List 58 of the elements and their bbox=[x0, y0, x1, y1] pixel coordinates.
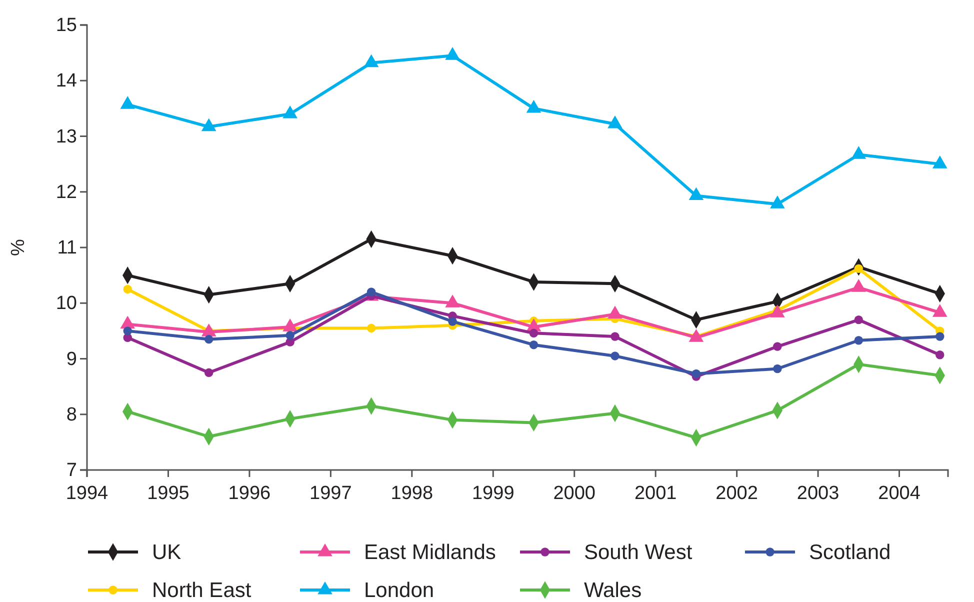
x-tick-label: 1996 bbox=[228, 483, 271, 504]
x-tick-label: 2002 bbox=[716, 483, 758, 504]
point bbox=[610, 332, 620, 341]
x-tick-label: 1997 bbox=[310, 483, 352, 504]
x-tick-label: 2004 bbox=[878, 483, 921, 504]
y-tick-label: 12 bbox=[56, 182, 77, 203]
point bbox=[282, 105, 298, 118]
x-tick-label: 1998 bbox=[390, 483, 434, 504]
point bbox=[610, 352, 620, 360]
point bbox=[854, 336, 864, 345]
point bbox=[286, 331, 294, 340]
x-tick-label: 2000 bbox=[553, 483, 596, 504]
point bbox=[688, 187, 704, 200]
y-axis-title: % bbox=[8, 238, 29, 256]
y-tick-label: 10 bbox=[56, 293, 77, 314]
point bbox=[851, 146, 866, 159]
point bbox=[204, 334, 214, 344]
legend-label: Wales bbox=[584, 579, 642, 602]
point bbox=[932, 156, 948, 168]
point bbox=[608, 115, 622, 128]
y-tick-label: 15 bbox=[56, 15, 77, 36]
point bbox=[448, 317, 457, 326]
point bbox=[526, 100, 542, 113]
x-tick-label: 2003 bbox=[796, 483, 840, 504]
point bbox=[366, 288, 376, 296]
point bbox=[529, 328, 538, 338]
point bbox=[364, 54, 379, 68]
point bbox=[936, 350, 944, 360]
y-tick-label: 9 bbox=[66, 348, 77, 370]
x-tick-label: 1994 bbox=[66, 483, 109, 504]
point bbox=[366, 324, 376, 333]
x-tick-label: 2001 bbox=[634, 483, 677, 504]
y-tick-label: 13 bbox=[56, 126, 77, 148]
x-tick-label: 1995 bbox=[147, 483, 190, 504]
point bbox=[445, 47, 460, 60]
legend-label: South West bbox=[584, 541, 692, 564]
point bbox=[773, 364, 782, 374]
point bbox=[692, 369, 701, 378]
point bbox=[770, 196, 785, 208]
point bbox=[936, 332, 944, 341]
point bbox=[854, 315, 864, 324]
point bbox=[201, 118, 216, 132]
y-tick-label: 11 bbox=[57, 238, 77, 259]
legend-label: East Midlands bbox=[364, 541, 496, 564]
point bbox=[773, 342, 782, 351]
y-tick-label: 14 bbox=[56, 70, 78, 92]
point bbox=[123, 326, 132, 336]
y-tick-label: 8 bbox=[66, 404, 77, 426]
x-tick-label: 1999 bbox=[472, 483, 514, 504]
point bbox=[120, 96, 136, 109]
point bbox=[529, 340, 538, 350]
y-tick-label: 7 bbox=[66, 460, 77, 482]
legend-label: Scotland bbox=[809, 541, 891, 564]
legend-label: North East bbox=[152, 579, 252, 602]
legend-label: UK bbox=[152, 541, 182, 564]
point bbox=[204, 368, 214, 378]
legend-label: London bbox=[364, 579, 434, 602]
point bbox=[123, 284, 132, 294]
